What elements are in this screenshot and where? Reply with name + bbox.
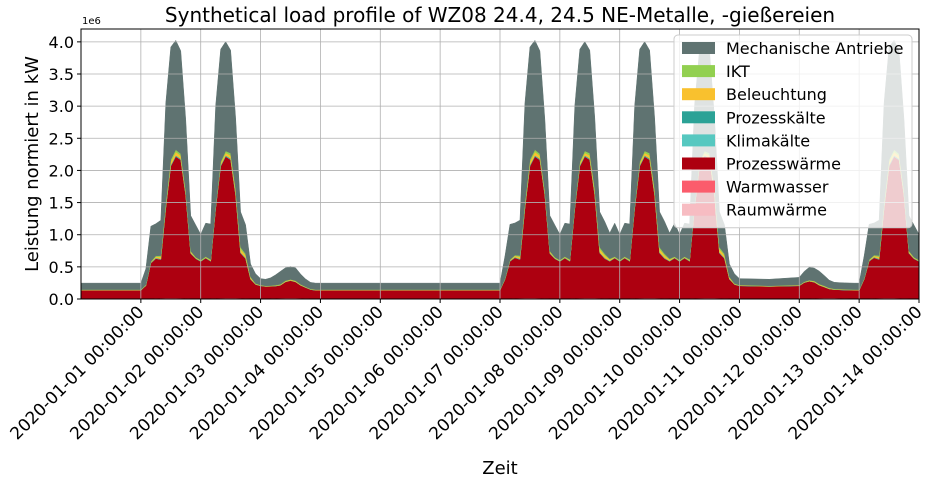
legend-label: Beleuchtung <box>726 85 827 104</box>
legend: Mechanische Antriebe IKT Beleuchtung Prozes… <box>673 34 913 229</box>
plot-frame <box>80 28 920 300</box>
y-ticks: 0.0 0.5 1.0 1.5 2.0 2.5 3.0 3.5 4.0 <box>49 33 81 309</box>
legend-label: Warmwasser <box>726 178 829 197</box>
y-tick-label: 2.0 <box>49 161 74 180</box>
y-tick-label: 1.0 <box>49 226 74 245</box>
y-tick-label: 4.0 <box>49 33 74 52</box>
y-axis-label: Leistung normiert in kW <box>22 56 43 272</box>
legend-swatch <box>682 157 715 170</box>
legend-label: Prozesswärme <box>726 155 841 174</box>
y-tick-label: 3.0 <box>49 97 74 116</box>
legend-box <box>673 34 913 229</box>
y-tick-label: 0.0 <box>49 290 74 309</box>
legend-label: Prozesskälte <box>726 108 826 127</box>
legend-swatch <box>682 203 715 216</box>
y-tick-label: 2.5 <box>49 129 74 148</box>
legend-swatch <box>682 134 715 147</box>
legend-label: IKT <box>726 62 750 81</box>
y-offset-text: 1e6 <box>82 16 101 27</box>
legend-swatch <box>682 65 715 78</box>
legend-swatch <box>682 180 715 193</box>
y-tick-label: 0.5 <box>49 258 74 277</box>
legend-swatch <box>682 88 715 101</box>
y-tick-label: 3.5 <box>49 65 74 84</box>
legend-label: Raumwärme <box>726 201 827 220</box>
x-axis-label: Zeit <box>482 458 517 479</box>
legend-swatch <box>682 111 715 124</box>
legend-label: Mechanische Antriebe <box>726 39 903 58</box>
legend-label: Klimakälte <box>726 131 810 150</box>
chart-title: Synthetical load profile of WZ08 24.4, 2… <box>165 3 835 27</box>
y-tick-label: 1.5 <box>49 194 74 213</box>
legend-swatch <box>682 42 715 54</box>
